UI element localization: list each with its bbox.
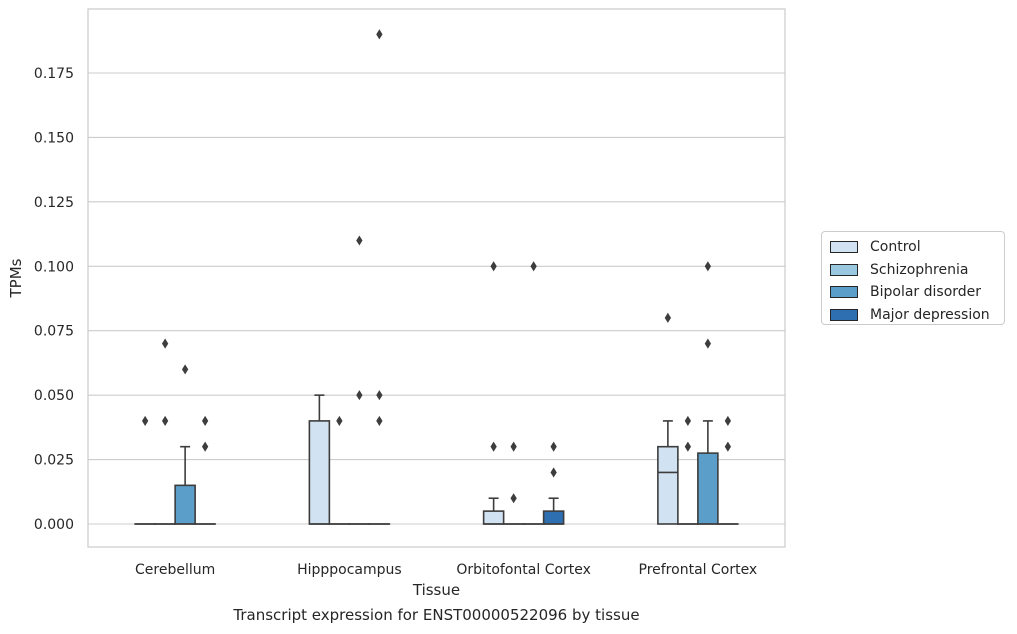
x-tick-label: Cerebellum xyxy=(135,562,215,578)
box-bipolar-disorder xyxy=(697,261,719,525)
legend-item-major-depression: Major depression xyxy=(830,304,1004,327)
box-rect xyxy=(174,484,196,525)
y-tick-label: 0.000 xyxy=(34,517,74,533)
box-control xyxy=(134,415,156,525)
y-tick-label: 0.075 xyxy=(34,324,74,340)
x-tick-label: Orbitofontal Cortex xyxy=(456,562,591,578)
box-bipolar-disorder xyxy=(174,364,196,525)
y-tick-label: 0.100 xyxy=(34,259,74,275)
outlier-point xyxy=(704,261,712,272)
outlier-point xyxy=(550,441,557,452)
outlier-point xyxy=(356,235,363,246)
box-schizophrenia xyxy=(502,441,525,525)
outlier-point xyxy=(704,338,712,349)
box-schizophrenia xyxy=(677,415,699,525)
legend-swatch-major-depression xyxy=(830,308,858,321)
box-control xyxy=(482,261,505,525)
outlier-point xyxy=(684,441,692,452)
legend-label-control: Control xyxy=(870,239,921,256)
box-major-depression xyxy=(717,415,739,525)
legend: Control Schizophrenia Bipolar disorder M… xyxy=(821,231,1005,325)
legend-swatch-schizophrenia xyxy=(830,263,858,276)
plot-frame xyxy=(87,8,786,548)
outlier-point xyxy=(490,261,497,272)
outlier-point xyxy=(664,312,672,323)
outlier-point xyxy=(684,415,692,426)
box-major-depression xyxy=(368,29,391,525)
chart-caption: Transcript expression for ENST0000052209… xyxy=(233,606,640,624)
box-schizophrenia xyxy=(328,415,351,525)
legend-item-schizophrenia: Schizophrenia xyxy=(830,259,1004,282)
y-tick-label: 0.050 xyxy=(34,388,74,404)
legend-swatch-bipolar-disorder xyxy=(830,286,858,299)
box-bipolar-disorder xyxy=(348,235,371,525)
box-rect xyxy=(542,510,565,525)
y-axis-title: TPMs xyxy=(7,258,25,298)
outlier-point xyxy=(724,415,732,426)
x-tick-label: Hipppocampus xyxy=(297,562,402,578)
outlier-point xyxy=(141,415,149,426)
x-tick-label: Prefrontal Cortex xyxy=(639,562,758,578)
outlier-point xyxy=(530,261,537,272)
box-rect xyxy=(482,510,505,525)
outlier-point xyxy=(550,467,557,478)
box-rect xyxy=(697,452,719,525)
y-tick-label: 0.125 xyxy=(34,195,74,211)
outlier-point xyxy=(201,415,209,426)
box-control xyxy=(657,312,679,525)
outlier-point xyxy=(490,441,497,452)
outlier-point xyxy=(376,29,383,40)
legend-label-schizophrenia: Schizophrenia xyxy=(870,261,969,278)
legend-label-major-depression: Major depression xyxy=(870,306,990,323)
grid xyxy=(88,72,785,525)
outlier-point xyxy=(376,390,383,401)
legend-item-control: Control xyxy=(830,236,1004,259)
y-tick-labels: 0.000 0.025 0.050 0.075 0.100 0.125 0.150 0.175 xyxy=(34,66,74,533)
outlier-point xyxy=(336,415,343,426)
box-major-depression xyxy=(542,441,565,525)
y-tick-label: 0.025 xyxy=(34,453,74,469)
outlier-point xyxy=(161,338,169,349)
box-rect xyxy=(657,445,679,525)
box-control xyxy=(308,394,331,525)
box-rect xyxy=(308,420,331,525)
y-tick-label: 0.175 xyxy=(34,66,74,82)
outlier-point xyxy=(201,441,209,452)
outlier-point xyxy=(356,390,363,401)
boxes xyxy=(134,29,739,525)
box-schizophrenia xyxy=(154,338,176,525)
y-tick-label: 0.150 xyxy=(34,130,74,146)
outlier-point xyxy=(181,364,189,375)
legend-label-bipolar-disorder: Bipolar disorder xyxy=(870,284,982,301)
box-major-depression xyxy=(194,415,216,525)
legend-swatch-control xyxy=(830,241,858,254)
x-tick-labels: Cerebellum Hipppocampus Orbitofontal Corte… xyxy=(135,562,757,578)
x-axis-title: Tissue xyxy=(412,581,460,599)
outlier-point xyxy=(161,415,169,426)
outlier-point xyxy=(510,441,517,452)
outlier-point xyxy=(376,415,383,426)
outlier-point xyxy=(724,441,732,452)
outlier-point xyxy=(510,493,517,504)
legend-item-bipolar-disorder: Bipolar disorder xyxy=(830,281,1004,304)
box-bipolar-disorder xyxy=(522,261,545,525)
